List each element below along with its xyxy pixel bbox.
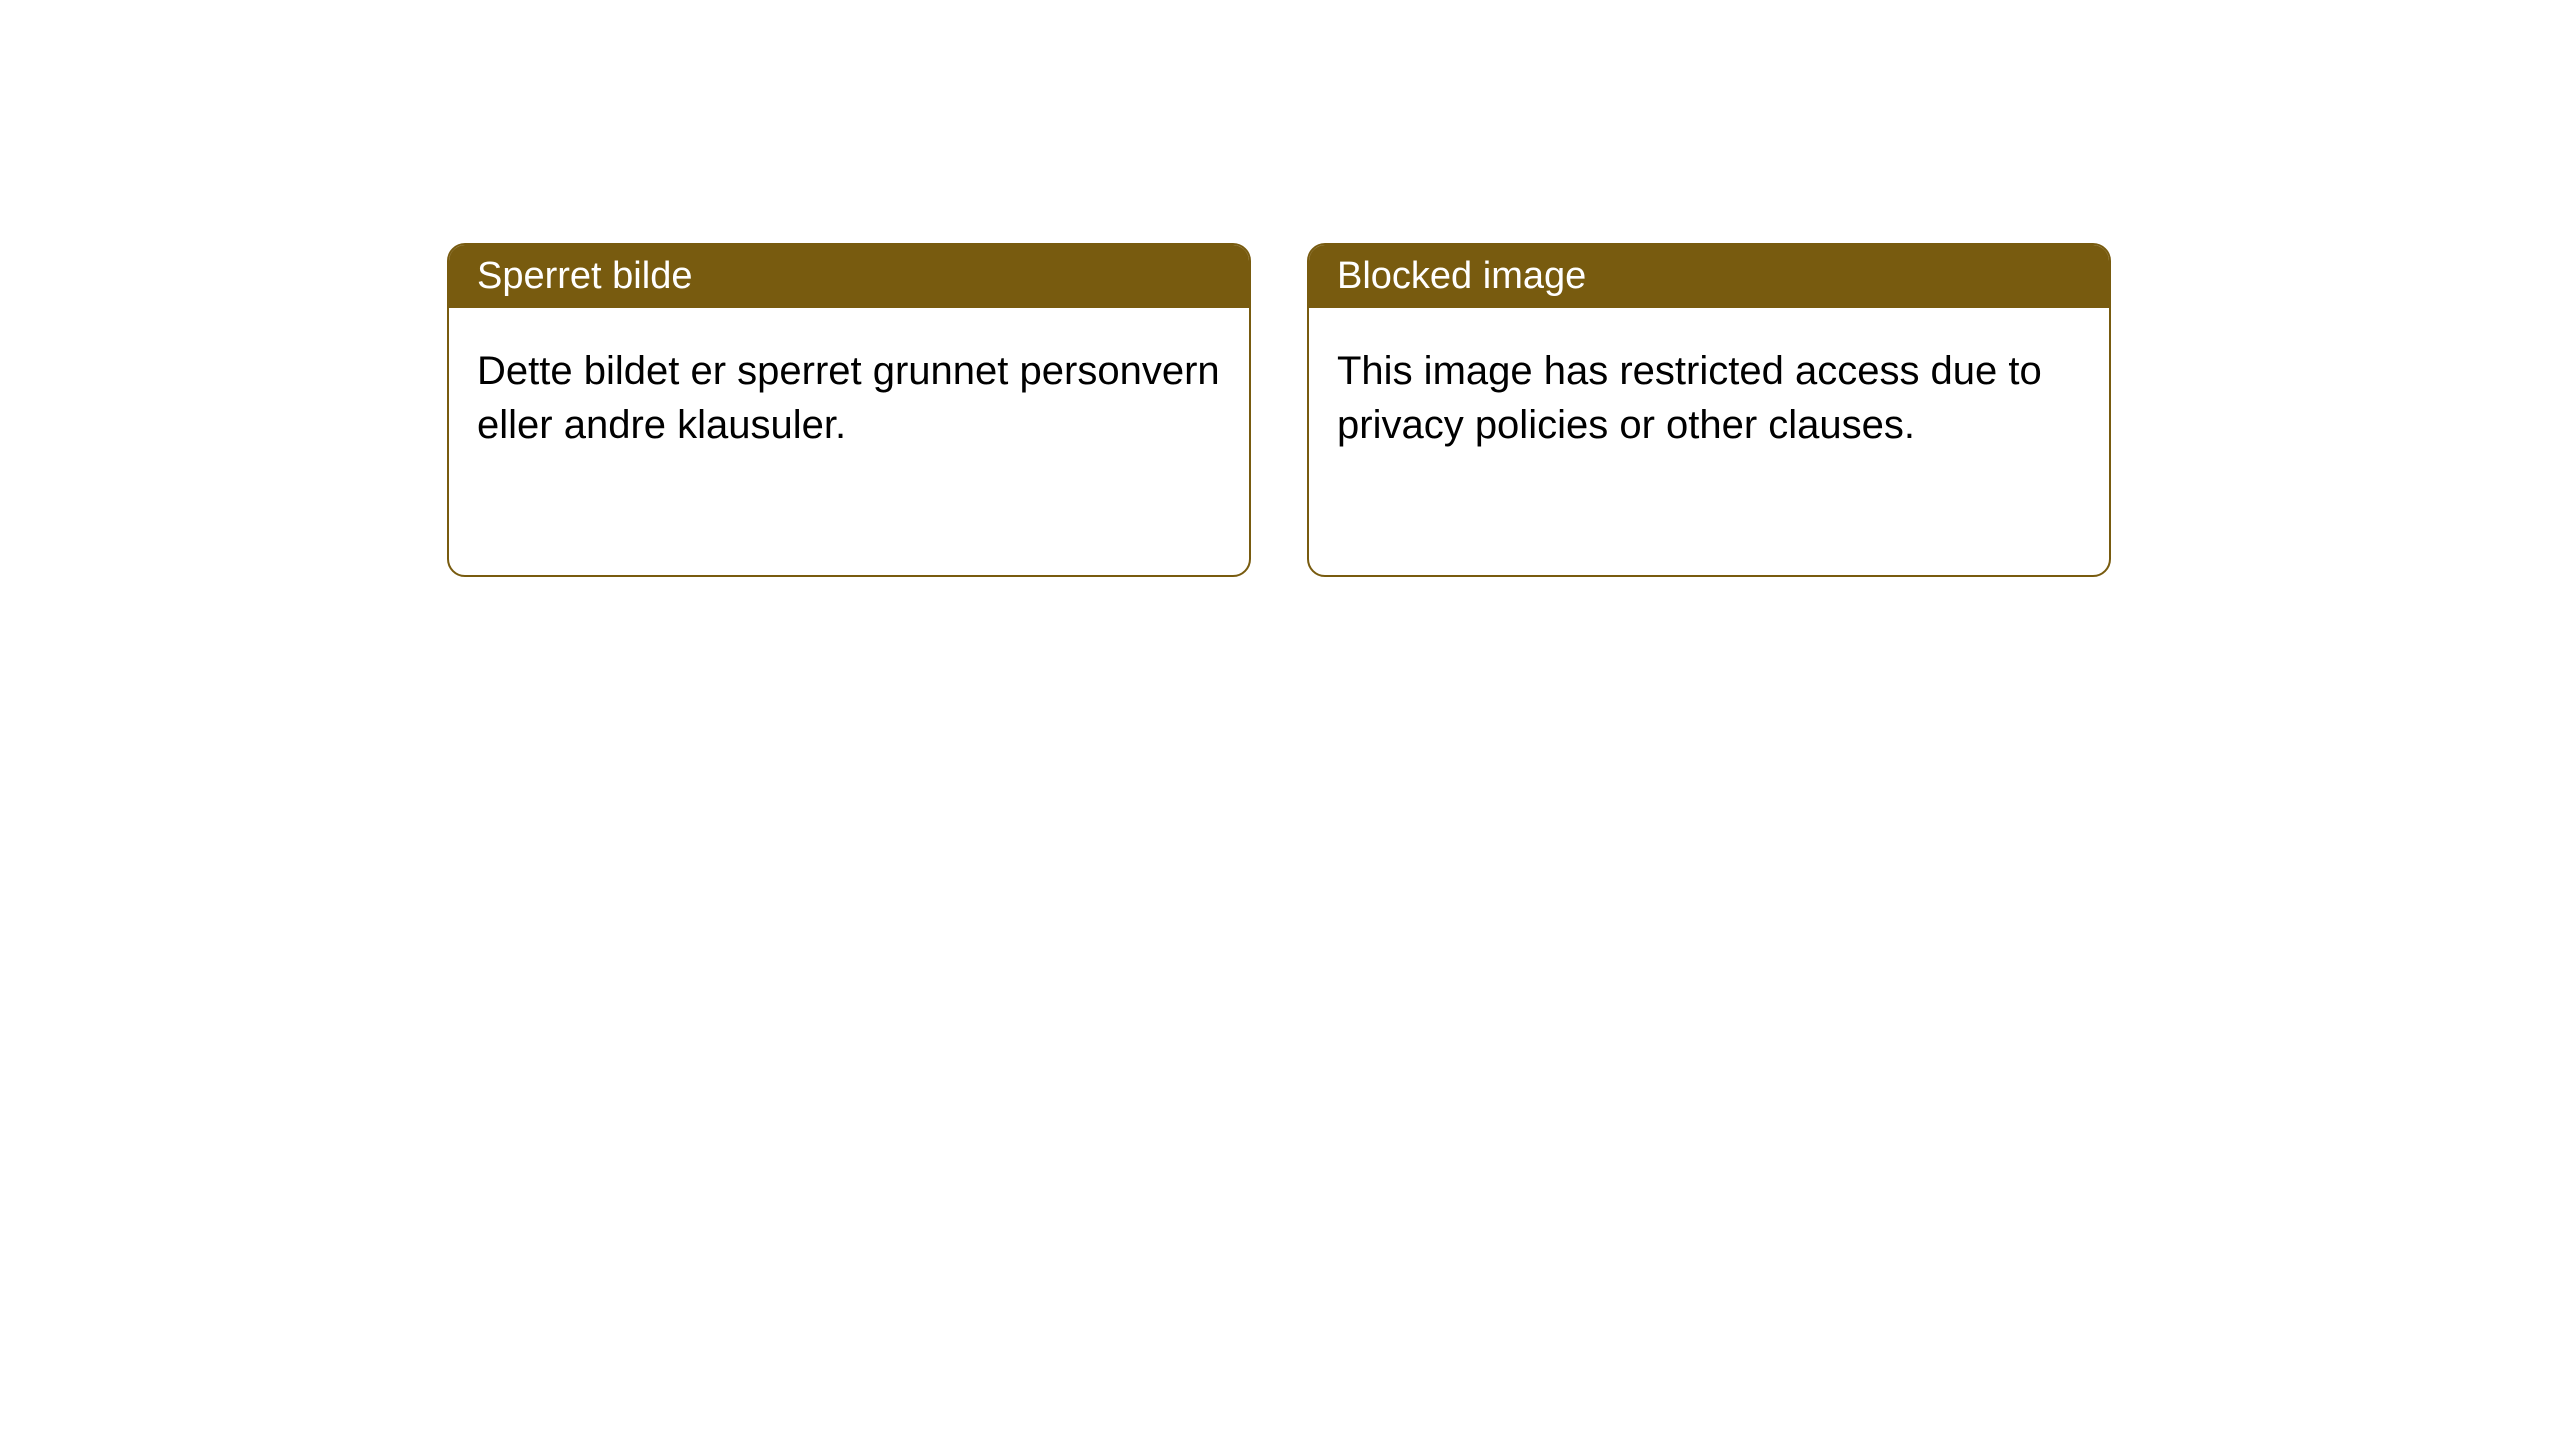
notice-body-no: Dette bildet er sperret grunnet personve…: [449, 308, 1249, 496]
notice-container: Sperret bilde Dette bildet er sperret gr…: [0, 0, 2560, 577]
notice-body-en: This image has restricted access due to …: [1309, 308, 2109, 496]
notice-header-en: Blocked image: [1309, 245, 2109, 308]
notice-header-no: Sperret bilde: [449, 245, 1249, 308]
notice-card-en: Blocked image This image has restricted …: [1307, 243, 2111, 577]
notice-card-no: Sperret bilde Dette bildet er sperret gr…: [447, 243, 1251, 577]
